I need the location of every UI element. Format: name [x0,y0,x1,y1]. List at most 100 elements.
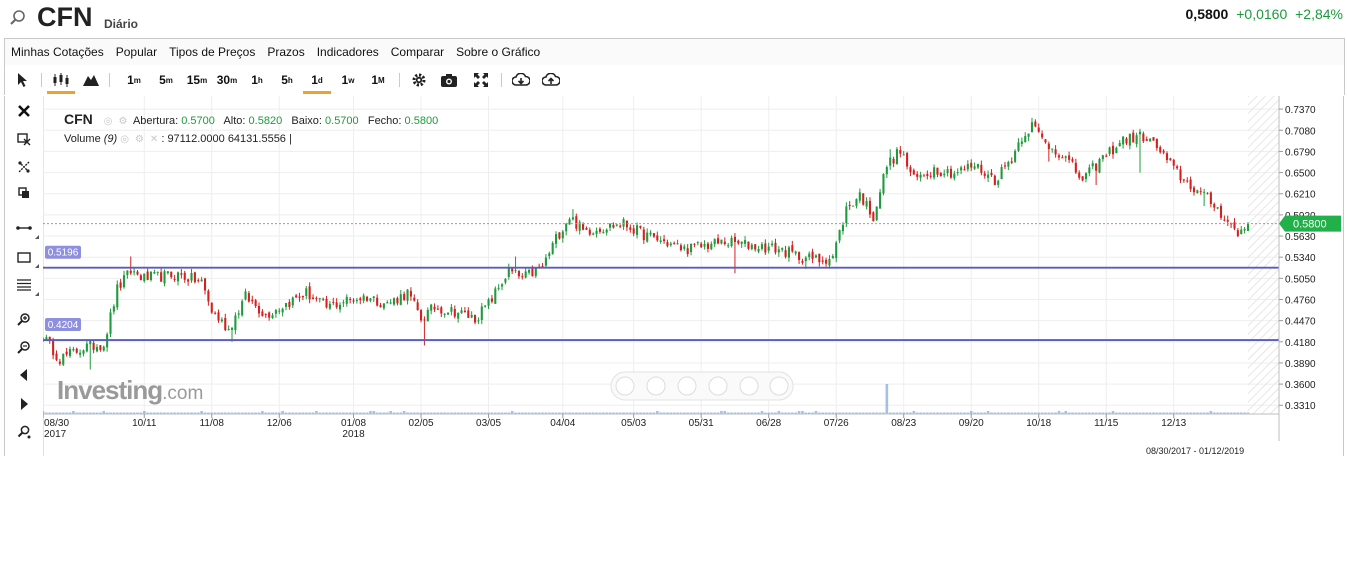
candle [65,347,68,357]
candle-body [926,173,929,177]
zoom-out-icon[interactable] [11,336,37,358]
volume-bar [635,412,639,414]
candle [987,170,990,182]
nav-scroll-left-icon[interactable] [615,376,635,396]
horizontal-lines[interactable]: 0.5196 0.4204 [43,223,1279,341]
fibonacci-tool-icon[interactable] [11,274,39,296]
candle [1216,207,1219,210]
candle [1132,129,1135,143]
volume-bar [757,412,760,414]
volume-bar [642,412,646,414]
volume-bar [166,412,170,414]
candle [669,241,672,247]
menu-indicadores[interactable]: Indicadores [316,45,379,59]
scroll-right-icon[interactable] [11,393,37,415]
candlestick-chart-svg[interactable]: 0.5196 0.4204 0.7370 0.7080 0.6790 0.6500 0.6… [41,96,1343,456]
gear-icon[interactable] [409,68,429,92]
volume-bar [1229,412,1233,414]
zoom-reset-icon[interactable] [11,421,37,443]
volume-bar [274,412,278,414]
nav-fit-icon[interactable] [739,376,759,396]
nav-zoom-reset-icon[interactable] [708,376,728,396]
fullscreen-icon[interactable] [471,68,491,92]
cloud-download-icon[interactable] [511,68,531,92]
candle [605,228,608,236]
chart-nav-controls[interactable] [610,371,794,401]
candle-body [713,239,716,245]
trend-line-icon[interactable] [11,217,39,239]
menu-prazos[interactable]: Prazos [267,45,305,59]
volume-close-icon[interactable]: ✕ [149,134,159,145]
volume-bar [767,412,771,414]
candles-chart-icon[interactable] [47,68,75,94]
volume-bar [126,412,129,414]
settings-small-icon[interactable]: ⚙ [118,116,128,127]
candle [55,350,58,362]
volume-settings-icon[interactable]: ⚙ [134,134,144,145]
nav-zoom-in-icon[interactable] [646,376,666,396]
candle-body [85,343,88,352]
volume-eye-icon[interactable]: ◎ [120,134,129,145]
interval-15m-button[interactable]: 15 m [186,73,208,87]
volume-bar [328,412,332,414]
nav-zoom-out-icon[interactable] [677,376,697,396]
candle-body [1041,133,1044,138]
volume-bar [1206,412,1209,414]
volume-bar [878,412,882,414]
candle-body [1209,192,1212,204]
candle-body [75,348,78,353]
nav-scroll-right-icon[interactable] [769,376,789,396]
volume-bar [551,412,554,414]
zoom-in-icon[interactable] [11,308,37,330]
candle [68,346,72,358]
volume-bar [1196,412,1199,414]
volume-bar [909,412,912,414]
eye-icon[interactable]: ◎ [103,116,113,127]
x-tick-label: 06/28 [756,418,781,429]
remove-drawing-icon[interactable] [11,128,37,150]
candle [487,297,490,310]
volume-bar [872,412,875,414]
menu-comparar[interactable]: Comparar [390,45,445,59]
volume-bar [996,412,1000,414]
price-chart[interactable]: 0.5196 0.4204 0.7370 0.7080 0.6790 0.6500 0.6… [41,96,1344,456]
candle-body [912,170,915,175]
interval-30m-button[interactable]: 30 m [216,73,238,87]
menu-minhas-cotacoes[interactable]: Minhas Cotações [11,45,104,59]
candle [1071,157,1074,163]
candle-body [207,290,210,302]
scroll-left-icon[interactable] [11,364,37,386]
candle-body [372,296,375,299]
candle [112,304,115,315]
volume-bar [723,411,727,414]
menu-tipos-de-precos[interactable]: Tipos de Preços [169,45,256,59]
volume-bar [436,412,440,414]
volume-bar [1199,412,1203,414]
cloud-upload-icon[interactable] [541,68,561,92]
area-chart-icon[interactable] [81,68,101,92]
candle-body [187,279,190,282]
close-icon[interactable] [11,100,37,122]
menu-popular[interactable]: Popular [115,45,158,59]
candle [892,156,895,168]
cursor-arrow-icon[interactable] [13,68,33,92]
volume-bar [510,411,514,414]
clone-drawing-icon[interactable] [11,182,37,204]
volume-bar [1175,412,1179,414]
price-axis[interactable]: 0.73700.70800.67900.65000.62100.59200.56… [1279,105,1341,412]
candle-body [406,289,409,301]
menu-sobre-o-grafico[interactable]: Sobre o Gráfico [456,45,541,59]
search-icon[interactable] [9,9,27,32]
camera-icon[interactable] [439,68,459,92]
remove-all-drawings-icon[interactable] [11,156,37,178]
rectangle-tool-icon[interactable] [11,246,39,268]
